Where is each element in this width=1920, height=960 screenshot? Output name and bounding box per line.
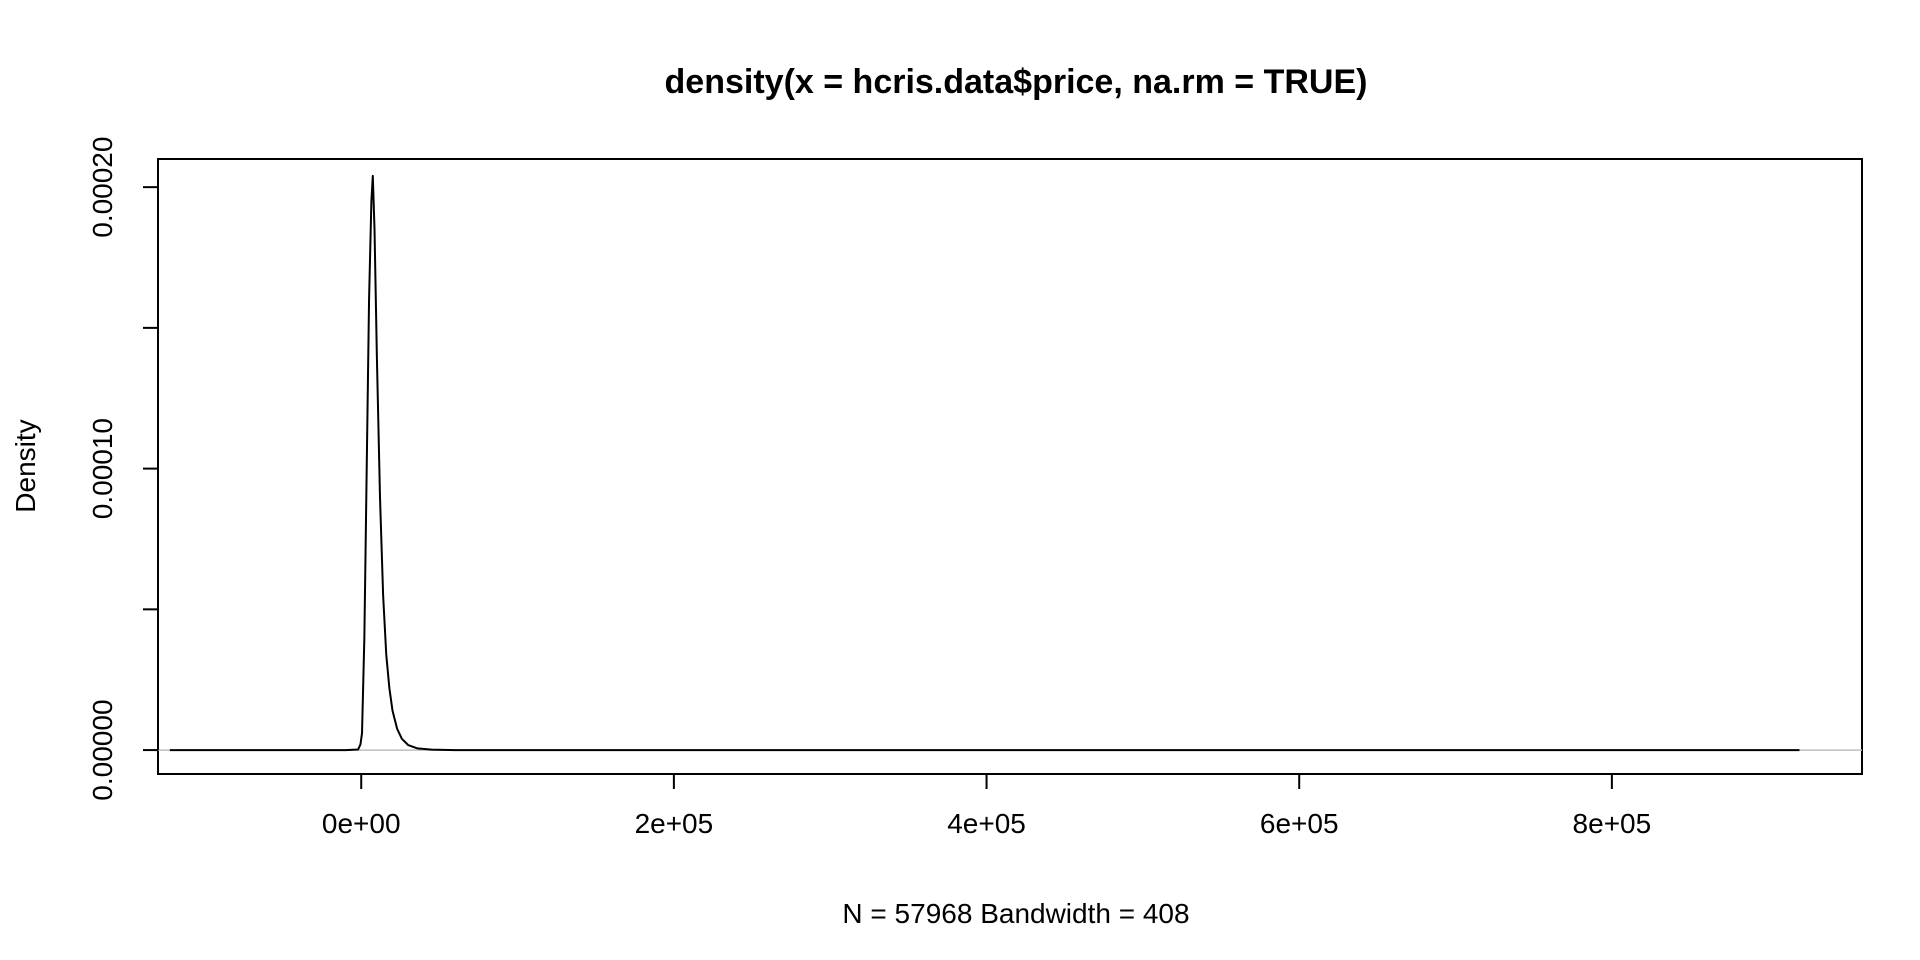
series-layer bbox=[169, 174, 1800, 752]
x-axis: 0e+00 2e+05 4e+05 6e+05 8e+05 bbox=[322, 773, 1652, 839]
y-axis-label: Density bbox=[10, 419, 41, 512]
x-tick-label-4: 8e+05 bbox=[1573, 808, 1652, 839]
x-tick-label-2: 4e+05 bbox=[947, 808, 1026, 839]
x-tick-label-1: 2e+05 bbox=[635, 808, 714, 839]
plot-frame bbox=[157, 158, 1863, 775]
y-axis: 0.00000 0.00010 0.00020 bbox=[87, 137, 159, 801]
x-tick-label-3: 6e+05 bbox=[1260, 808, 1339, 839]
x-tick-label-0: 0e+00 bbox=[322, 808, 401, 839]
chart-title: density(x = hcris.data$price, na.rm = TR… bbox=[665, 63, 1368, 101]
y-tick-label-0: 0.00000 bbox=[87, 699, 118, 800]
y-tick-label-2: 0.00010 bbox=[87, 418, 118, 519]
x-axis-label: N = 57968 Bandwidth = 408 bbox=[842, 898, 1189, 929]
y-tick-label-4: 0.00020 bbox=[87, 137, 118, 238]
density-line-0 bbox=[169, 174, 1800, 752]
